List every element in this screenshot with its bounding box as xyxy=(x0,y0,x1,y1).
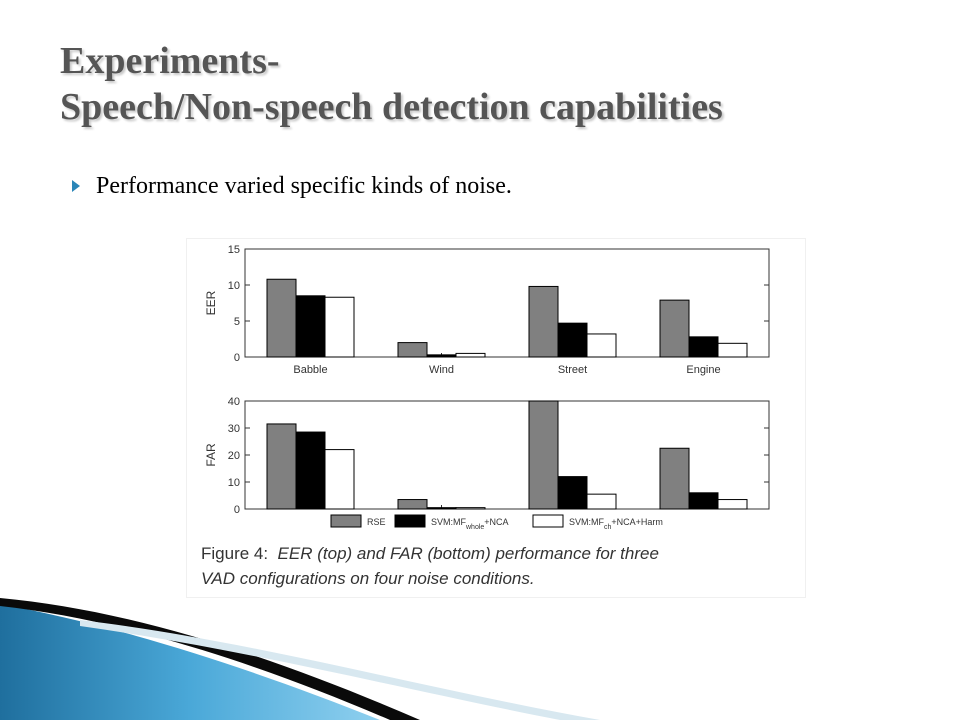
bar xyxy=(528,285,559,358)
slide-title: Experiments- Speech/Non-speech detection… xyxy=(60,38,940,130)
bullet-item: Performance varied specific kinds of noi… xyxy=(72,166,512,206)
caption-text-1: EER (top) and FAR (bottom) performance f… xyxy=(277,544,659,563)
bar xyxy=(324,296,355,358)
bar xyxy=(266,423,297,510)
caption-label: Figure 4: xyxy=(201,544,269,563)
legend-swatch xyxy=(532,514,564,528)
slide-title-line-2: Speech/Non-speech detection capabilities xyxy=(60,86,723,128)
bar xyxy=(295,431,326,510)
y-tick-label: 20 xyxy=(228,450,240,462)
swoosh-blue-shape xyxy=(0,604,380,720)
y-axis-label: FAR xyxy=(204,443,218,467)
caption-line-2: VAD configurations on four noise conditi… xyxy=(201,566,801,591)
x-tick-label: Wind xyxy=(429,364,454,376)
y-tick-label: 40 xyxy=(228,396,240,408)
x-tick-label: Engine xyxy=(686,364,720,376)
bullet-text: Performance varied specific kinds of noi… xyxy=(96,172,512,199)
swoosh-light-stroke xyxy=(80,620,600,720)
x-tick-label: Street xyxy=(558,364,587,376)
bar xyxy=(455,507,486,510)
y-tick-label: 0 xyxy=(234,504,240,516)
bar xyxy=(528,400,559,510)
bar xyxy=(659,447,690,510)
bullet-arrow-icon xyxy=(72,180,80,192)
bar xyxy=(717,342,748,358)
swoosh-black-stroke xyxy=(0,598,420,720)
legend-swatch xyxy=(330,514,362,528)
bar xyxy=(295,295,326,358)
caption-line-1: Figure 4: EER (top) and FAR (bottom) per… xyxy=(201,541,801,566)
y-axis-label: EER xyxy=(204,290,218,315)
y-tick-label: 0 xyxy=(234,352,240,364)
bar xyxy=(455,352,486,358)
y-tick-label: 15 xyxy=(228,244,240,256)
figure-caption: Figure 4: EER (top) and FAR (bottom) per… xyxy=(201,541,801,591)
bar xyxy=(266,278,297,358)
y-tick-label: 10 xyxy=(228,477,240,489)
bar xyxy=(397,499,428,510)
y-tick-label: 5 xyxy=(234,316,240,328)
bar xyxy=(557,476,588,510)
bar xyxy=(659,299,690,358)
bar xyxy=(324,449,355,510)
bar xyxy=(717,499,748,510)
bar xyxy=(586,333,617,358)
caption-text-2: VAD configurations on four noise conditi… xyxy=(201,569,535,588)
bar xyxy=(586,493,617,510)
slide-title-line-1: Experiments- xyxy=(60,40,280,82)
legend-label: RSE xyxy=(367,517,386,527)
figure-charts: 0 5 10 15 EER Babble Wind Street Engine 0 10 20 30 40… xyxy=(204,244,770,531)
y-tick-label: 30 xyxy=(228,423,240,435)
bar xyxy=(557,322,588,358)
legend-swatch xyxy=(394,514,426,528)
bar xyxy=(397,342,428,358)
figure-image: 0 5 10 15 EER Babble Wind Street Engine 0 10 20 30 40… xyxy=(186,238,806,598)
legend-label: SVM:MFch+NCA+Harm xyxy=(569,517,663,531)
y-tick-label: 10 xyxy=(228,280,240,292)
legend-label: SVM:MFwhole+NCA xyxy=(431,517,509,531)
x-tick-label: Babble xyxy=(293,364,327,376)
